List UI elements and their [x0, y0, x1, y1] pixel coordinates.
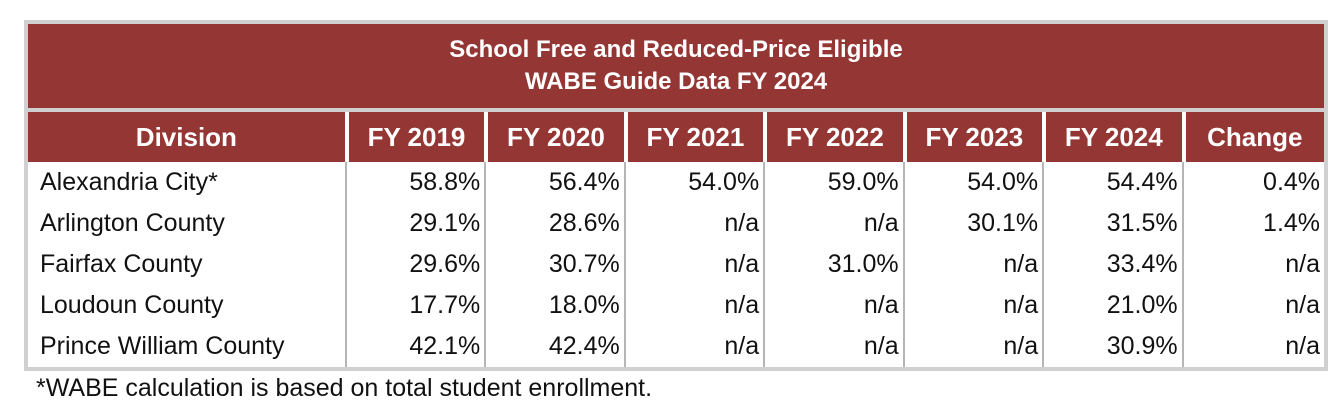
- value-fy2019: 58.8%: [344, 162, 485, 203]
- value-fy2024: 33.4%: [1042, 244, 1182, 285]
- value-fy2021: 54.0%: [623, 162, 764, 203]
- value-fy2024: 54.4%: [1042, 162, 1182, 203]
- column-header-fy2022: FY 2022: [763, 112, 903, 162]
- division-name: Arlington County: [28, 203, 345, 244]
- value-fy2019: 29.6%: [344, 244, 485, 285]
- column-header-fy2020: FY 2020: [484, 112, 624, 162]
- column-header-fy2024: FY 2024: [1042, 112, 1182, 162]
- table-body: Alexandria City* 58.8% 56.4% 54.0% 59.0%…: [28, 162, 1325, 367]
- value-fy2020: 28.6%: [484, 203, 624, 244]
- value-fy2020: 30.7%: [484, 244, 624, 285]
- table-row: Prince William County 42.1% 42.4% n/a n/…: [28, 326, 1325, 367]
- value-fy2019: 42.1%: [344, 326, 485, 367]
- value-fy2023: n/a: [902, 285, 1043, 326]
- value-fy2024: 31.5%: [1042, 203, 1182, 244]
- value-fy2023: 30.1%: [902, 203, 1043, 244]
- value-change: n/a: [1181, 326, 1325, 367]
- title-line-2: WABE Guide Data FY 2024: [524, 68, 828, 95]
- value-change: n/a: [1181, 285, 1325, 326]
- division-name: Prince William County: [28, 326, 345, 367]
- title-line-1: School Free and Reduced-Price Eligible: [449, 36, 903, 63]
- value-fy2020: 42.4%: [484, 326, 624, 367]
- data-table: School Free and Reduced-Price Eligible W…: [24, 20, 1328, 371]
- value-fy2022: 59.0%: [763, 162, 903, 203]
- value-fy2019: 17.7%: [344, 285, 485, 326]
- value-fy2024: 21.0%: [1042, 285, 1182, 326]
- value-fy2023: n/a: [902, 326, 1043, 367]
- value-fy2024: 30.9%: [1042, 326, 1182, 367]
- value-fy2023: 54.0%: [902, 162, 1043, 203]
- division-name: Alexandria City*: [28, 162, 345, 203]
- table-title: School Free and Reduced-Price Eligible W…: [28, 24, 1324, 108]
- value-fy2022: n/a: [763, 326, 903, 367]
- column-header-division: Division: [28, 112, 345, 162]
- table-row: Alexandria City* 58.8% 56.4% 54.0% 59.0%…: [28, 162, 1325, 203]
- value-fy2021: n/a: [623, 285, 764, 326]
- value-fy2022: n/a: [763, 203, 903, 244]
- value-fy2021: n/a: [623, 244, 764, 285]
- value-fy2020: 56.4%: [484, 162, 624, 203]
- column-header-fy2019: FY 2019: [344, 112, 485, 162]
- value-fy2023: n/a: [902, 244, 1043, 285]
- table-row: Loudoun County 17.7% 18.0% n/a n/a n/a 2…: [28, 285, 1325, 326]
- value-change: n/a: [1181, 244, 1325, 285]
- footnote: *WABE calculation is based on total stud…: [36, 374, 653, 402]
- value-change: 0.4%: [1181, 162, 1325, 203]
- table-row: Arlington County 29.1% 28.6% n/a n/a 30.…: [28, 203, 1325, 244]
- division-name: Fairfax County: [28, 244, 345, 285]
- value-fy2020: 18.0%: [484, 285, 624, 326]
- column-header-fy2021: FY 2021: [623, 112, 764, 162]
- value-fy2021: n/a: [623, 326, 764, 367]
- value-fy2021: n/a: [623, 203, 764, 244]
- value-fy2019: 29.1%: [344, 203, 485, 244]
- table-header-row: Division FY 2019 FY 2020 FY 2021 FY 2022…: [28, 112, 1325, 162]
- column-header-change: Change: [1181, 112, 1325, 162]
- division-name: Loudoun County: [28, 285, 345, 326]
- value-change: 1.4%: [1181, 203, 1325, 244]
- table-row: Fairfax County 29.6% 30.7% n/a 31.0% n/a…: [28, 244, 1325, 285]
- column-header-fy2023: FY 2023: [902, 112, 1043, 162]
- value-fy2022: 31.0%: [763, 244, 903, 285]
- value-fy2022: n/a: [763, 285, 903, 326]
